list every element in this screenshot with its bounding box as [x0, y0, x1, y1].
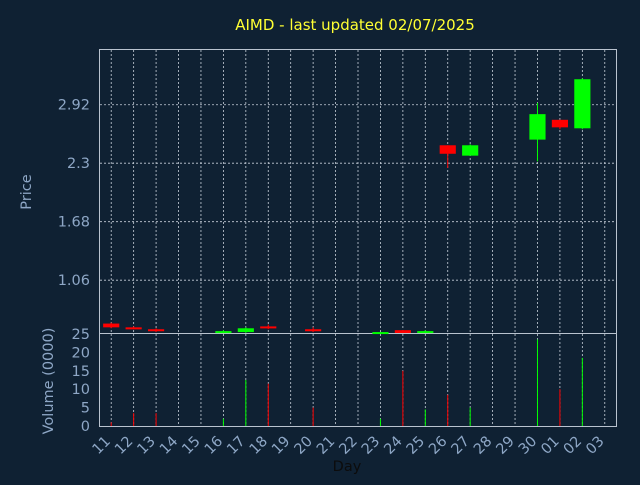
price-tick-labels: 1.06 1.68 2.3 2.92 [58, 98, 90, 289]
price-axis-title: Price [19, 174, 35, 209]
volume-tick-label: 10 [72, 382, 90, 398]
x-tick-label: 19 [269, 434, 293, 458]
candle-body [125, 327, 142, 330]
x-tick-label: 14 [157, 434, 181, 458]
x-tick-label: 18 [247, 434, 271, 458]
volume-bars [110, 339, 583, 426]
candles [103, 78, 591, 335]
volume-grid [110, 334, 606, 426]
candle-body [417, 331, 434, 334]
x-tick-label: 23 [359, 434, 383, 458]
x-tick-label: 03 [583, 434, 607, 458]
price-tick-label: 2.3 [67, 156, 90, 172]
x-tick-label: 26 [426, 434, 450, 458]
x-axis-title: Day [333, 459, 362, 475]
candle-body [462, 145, 479, 156]
x-tick-label: 24 [381, 434, 405, 458]
volume-tick-label: 0 [81, 419, 90, 435]
price-tick-label: 1.68 [58, 215, 90, 231]
volume-tick-label: 5 [81, 401, 90, 417]
x-tick-label: 20 [292, 434, 316, 458]
x-tick-label: 01 [538, 434, 562, 458]
candle-body [439, 145, 456, 154]
candle-body [372, 332, 389, 335]
candle-body [215, 331, 232, 334]
price-tick-label: 1.06 [58, 273, 90, 289]
x-tick-labels: 1112131415161718192021222324252627282930… [90, 434, 608, 458]
x-tick-label: 12 [112, 434, 136, 458]
x-tick-label: 30 [516, 434, 540, 458]
volume-tick-label: 25 [72, 327, 90, 343]
x-tick-label: 29 [494, 434, 518, 458]
x-tick-label: 11 [90, 434, 114, 458]
candle-body [529, 114, 546, 140]
volume-axis-title: Volume (0000) [41, 328, 57, 435]
candle-body [237, 328, 254, 333]
x-tick-label: 28 [471, 434, 495, 458]
candle-body [103, 323, 120, 328]
volume-tick-labels: 0 5 10 15 20 25 [72, 327, 90, 435]
candle-body [305, 329, 322, 332]
x-tick-label: 15 [179, 434, 203, 458]
candle-body [551, 119, 568, 128]
x-tick-label: 22 [336, 434, 360, 458]
x-tick-label: 16 [202, 434, 226, 458]
candle-body [148, 329, 165, 332]
x-tick-label: 13 [135, 434, 159, 458]
volume-panel-frame [99, 333, 617, 427]
candle-body [260, 326, 277, 329]
candle-body [394, 330, 411, 333]
volume-tick-label: 20 [72, 345, 90, 361]
volume-tick-label: 15 [72, 364, 90, 380]
price-tick-label: 2.92 [58, 98, 90, 114]
x-tick-label: 21 [314, 434, 338, 458]
x-tick-label: 27 [449, 434, 473, 458]
chart-title: AIMD - last updated 02/07/2025 [235, 16, 475, 34]
x-tick-label: 17 [224, 434, 248, 458]
candle-body [574, 79, 591, 129]
price-grid [100, 50, 616, 333]
x-tick-label: 02 [561, 434, 585, 458]
x-tick-label: 25 [404, 434, 428, 458]
